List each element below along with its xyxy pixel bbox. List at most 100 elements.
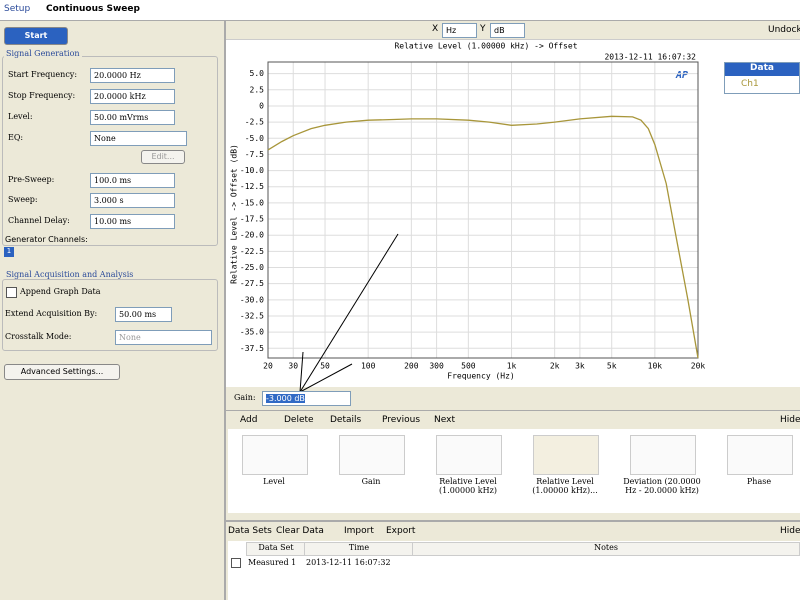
field-label: Stop Frequency: <box>8 91 76 100</box>
field-value[interactable]: 10.00 ms <box>90 214 175 229</box>
field-value[interactable]: 100.0 ms <box>90 173 175 188</box>
field-value[interactable]: None <box>115 330 212 345</box>
y-tick-label: -12.5 <box>240 182 264 191</box>
hide-button[interactable]: Hide <box>780 526 800 536</box>
thumbnail-strip: Level Gain Relative Level (1.00000 kHz) Rel… <box>228 429 800 513</box>
thumbnail-image[interactable] <box>727 435 793 475</box>
legend-entry[interactable]: Ch1 <box>741 79 759 89</box>
x-tick-label: 100 <box>361 362 376 371</box>
toolbar-button[interactable]: Previous <box>382 415 421 425</box>
thumbnail-label[interactable]: Level <box>263 477 285 486</box>
chart-title: Relative Level (1.00000 kHz) -> Offset <box>394 42 577 51</box>
field-label: EQ: <box>8 133 24 142</box>
toolbar-button[interactable]: Details <box>330 415 362 425</box>
thumbnail-image[interactable] <box>436 435 502 475</box>
graphs-toolbar: Hide Add Delete Details Previous Next <box>226 410 800 429</box>
datasets-toolbar: Hide Data Sets Clear Data Import Export <box>226 520 800 540</box>
thumbnail-label[interactable]: Relative Level (1.00000 kHz) <box>439 477 497 495</box>
gain-value[interactable]: -3.000 dB <box>262 391 351 406</box>
thumbnail-label[interactable]: Relative Level (1.00000 kHz)... <box>532 477 598 495</box>
field-label: Start Frequency: <box>8 70 78 79</box>
y-unit[interactable]: dB <box>490 23 525 38</box>
field-value[interactable]: 50.00 mVrms <box>90 110 175 125</box>
thumbnail-image[interactable] <box>339 435 405 475</box>
thumbnail-image[interactable] <box>533 435 599 475</box>
x-tick-label: 200 <box>404 362 419 371</box>
y-tick-label: -30.0 <box>240 295 264 304</box>
y-tick-label: -17.5 <box>240 215 264 224</box>
data-legend: Data Ch1 <box>724 62 800 94</box>
label: Generator Channels: <box>5 235 88 244</box>
column-header: Data Set <box>246 542 306 556</box>
field-value[interactable]: 20.0000 kHz <box>90 89 175 104</box>
y-tick-label: 2.5 <box>250 85 265 94</box>
toolbar-button[interactable]: Import <box>344 526 374 536</box>
hide-button[interactable]: Hide <box>780 415 800 425</box>
field-label: Crosstalk Mode: <box>5 332 72 341</box>
y-tick-label: -25.0 <box>240 263 264 272</box>
gain-label: Gain: <box>234 393 256 402</box>
advanced-button[interactable]: Advanced Settings... <box>4 364 120 380</box>
chart: Relative Level (1.00000 kHz) -> Offset 2… <box>230 42 706 381</box>
field-value[interactable]: 50.00 ms <box>115 307 172 322</box>
y-tick-label: -35.0 <box>240 328 264 337</box>
thumbnail-image[interactable] <box>242 435 308 475</box>
edit-button[interactable]: Edit... <box>141 150 185 164</box>
x-label: X <box>432 24 439 34</box>
y-tick-label: -2.5 <box>245 118 264 127</box>
x-tick-label: 10k <box>648 362 663 371</box>
field-value[interactable]: 20.0000 Hz <box>90 68 175 83</box>
plot-frame <box>267 61 699 359</box>
y-tick-label: -10.0 <box>240 166 264 175</box>
y-tick-label: -37.5 <box>240 344 264 353</box>
toolbar-button[interactable]: Data Sets <box>228 526 272 536</box>
toolbar-button[interactable]: Clear Data <box>276 526 324 536</box>
field-label: Sweep: <box>8 195 38 204</box>
series-line <box>267 115 699 359</box>
toolbar-button[interactable]: Next <box>434 415 455 425</box>
thumbnail-label[interactable]: Deviation (20.0000 Hz - 20.0000 kHz) <box>623 477 701 495</box>
x-tick-label: 3k <box>575 362 585 371</box>
field-value[interactable]: None <box>90 131 187 146</box>
field-label: Extend Acquisition By: <box>5 309 98 318</box>
thumbnail-label[interactable]: Gain <box>361 477 381 486</box>
label: Append Graph Data <box>20 287 101 296</box>
x-tick-label: 5k <box>607 362 617 371</box>
x-tick-label: 20 <box>263 362 273 371</box>
field-label: Channel Delay: <box>8 216 70 225</box>
undock-button[interactable]: Undock <box>768 25 800 35</box>
x-axis-label: Frequency (Hz) <box>447 372 514 381</box>
field-label: Pre-Sweep: <box>8 175 55 184</box>
section-title: Signal Acquisition and Analysis <box>4 270 136 279</box>
acquisition-group <box>2 279 218 351</box>
x-tick-label: 50 <box>320 362 330 371</box>
thumbnail-label[interactable]: Phase <box>746 477 772 486</box>
setup-tab[interactable]: Setup <box>4 4 31 14</box>
setup-panel: Start Signal Generation Edit... Generato… <box>0 21 226 600</box>
start-button[interactable]: Start <box>4 27 68 45</box>
cell: 2013-12-11 16:07:32 <box>306 558 391 567</box>
datasets-table: Data Set Time Notes Measured 1 2013-12-11 16… <box>228 541 800 600</box>
legend-title: Data <box>725 63 799 76</box>
x-tick-label: 500 <box>461 362 476 371</box>
thumbnail-image[interactable] <box>630 435 696 475</box>
section-title: Signal Generation <box>4 49 82 58</box>
column-header: Notes <box>412 542 800 556</box>
x-tick-label: 1k <box>507 362 517 371</box>
field-value[interactable]: 3.000 s <box>90 193 175 208</box>
gain-text: -3.000 dB <box>266 394 305 403</box>
checkbox[interactable] <box>6 287 17 298</box>
y-tick-label: -15.0 <box>240 198 264 207</box>
row-checkbox[interactable] <box>231 558 241 568</box>
x-tick-label: 30 <box>288 362 298 371</box>
header-bar: Setup Continuous Sweep <box>0 0 800 21</box>
toolbar-button[interactable]: Add <box>240 415 258 425</box>
toolbar-button[interactable]: Export <box>386 526 416 536</box>
y-tick-label: 5.0 <box>250 69 265 78</box>
y-tick-label: -20.0 <box>240 231 264 240</box>
channel-button[interactable]: 1 <box>4 247 14 257</box>
y-label: Y <box>480 24 486 34</box>
toolbar-button[interactable]: Delete <box>284 415 314 425</box>
x-unit[interactable]: Hz <box>442 23 477 38</box>
